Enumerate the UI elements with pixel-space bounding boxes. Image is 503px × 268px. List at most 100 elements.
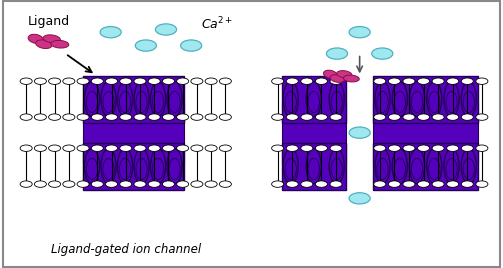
Circle shape xyxy=(417,145,430,151)
Circle shape xyxy=(134,78,146,84)
Circle shape xyxy=(120,181,132,187)
FancyBboxPatch shape xyxy=(83,76,184,123)
Circle shape xyxy=(461,181,473,187)
Circle shape xyxy=(330,78,342,84)
Circle shape xyxy=(148,114,160,120)
Ellipse shape xyxy=(429,91,440,113)
Ellipse shape xyxy=(28,34,43,43)
Circle shape xyxy=(461,78,473,84)
Circle shape xyxy=(162,181,175,187)
Circle shape xyxy=(349,27,370,38)
Ellipse shape xyxy=(429,158,440,180)
Circle shape xyxy=(372,48,393,59)
Circle shape xyxy=(388,181,400,187)
Text: Ligand: Ligand xyxy=(28,15,70,28)
Ellipse shape xyxy=(330,75,345,82)
Circle shape xyxy=(272,145,284,151)
Ellipse shape xyxy=(169,158,180,180)
Ellipse shape xyxy=(394,91,405,113)
Circle shape xyxy=(374,78,386,84)
Circle shape xyxy=(388,114,400,120)
Circle shape xyxy=(34,145,46,151)
Ellipse shape xyxy=(136,91,147,113)
Circle shape xyxy=(148,145,160,151)
Circle shape xyxy=(162,114,175,120)
Circle shape xyxy=(20,145,32,151)
Circle shape xyxy=(148,181,160,187)
Circle shape xyxy=(417,78,430,84)
Ellipse shape xyxy=(87,158,98,180)
Ellipse shape xyxy=(377,158,388,180)
Circle shape xyxy=(476,114,488,120)
Circle shape xyxy=(191,181,203,187)
Ellipse shape xyxy=(103,158,114,180)
Ellipse shape xyxy=(344,75,359,82)
Circle shape xyxy=(77,114,89,120)
Ellipse shape xyxy=(152,158,163,180)
Circle shape xyxy=(34,114,46,120)
Circle shape xyxy=(417,181,430,187)
Ellipse shape xyxy=(169,91,180,113)
Circle shape xyxy=(315,181,327,187)
Circle shape xyxy=(91,145,103,151)
FancyBboxPatch shape xyxy=(282,76,346,123)
Circle shape xyxy=(330,114,342,120)
Circle shape xyxy=(301,114,313,120)
Circle shape xyxy=(286,181,298,187)
Ellipse shape xyxy=(119,91,131,113)
Ellipse shape xyxy=(463,158,474,180)
Circle shape xyxy=(219,114,231,120)
Circle shape xyxy=(388,78,400,84)
FancyBboxPatch shape xyxy=(373,76,478,123)
Ellipse shape xyxy=(103,91,114,113)
Circle shape xyxy=(148,78,160,84)
FancyBboxPatch shape xyxy=(83,143,184,190)
Circle shape xyxy=(326,48,348,59)
Text: Ligand-gated ion channel: Ligand-gated ion channel xyxy=(51,243,201,256)
Circle shape xyxy=(135,40,156,51)
Circle shape xyxy=(177,78,189,84)
Ellipse shape xyxy=(446,158,457,180)
Circle shape xyxy=(447,181,459,187)
Circle shape xyxy=(403,145,415,151)
Circle shape xyxy=(301,181,313,187)
Circle shape xyxy=(120,145,132,151)
Ellipse shape xyxy=(463,91,474,113)
Circle shape xyxy=(476,181,488,187)
Circle shape xyxy=(177,145,189,151)
Circle shape xyxy=(162,78,175,84)
Circle shape xyxy=(403,114,415,120)
Ellipse shape xyxy=(51,40,69,48)
Circle shape xyxy=(205,181,217,187)
Ellipse shape xyxy=(394,158,405,180)
Circle shape xyxy=(134,114,146,120)
Circle shape xyxy=(91,78,103,84)
Circle shape xyxy=(120,114,132,120)
Ellipse shape xyxy=(411,158,423,180)
Circle shape xyxy=(417,114,430,120)
Ellipse shape xyxy=(446,91,457,113)
Circle shape xyxy=(162,145,175,151)
Circle shape xyxy=(20,181,32,187)
FancyBboxPatch shape xyxy=(282,102,346,163)
Circle shape xyxy=(91,114,103,120)
Ellipse shape xyxy=(87,91,98,113)
Circle shape xyxy=(272,181,284,187)
Text: Ca$^{2+}$: Ca$^{2+}$ xyxy=(201,16,233,32)
Circle shape xyxy=(63,145,75,151)
Circle shape xyxy=(476,145,488,151)
Circle shape xyxy=(447,78,459,84)
Ellipse shape xyxy=(308,158,319,180)
Circle shape xyxy=(272,78,284,84)
Circle shape xyxy=(20,78,32,84)
Circle shape xyxy=(205,114,217,120)
Circle shape xyxy=(432,181,444,187)
Circle shape xyxy=(106,181,118,187)
Circle shape xyxy=(49,145,61,151)
Circle shape xyxy=(34,181,46,187)
Circle shape xyxy=(315,114,327,120)
Circle shape xyxy=(177,114,189,120)
Circle shape xyxy=(63,114,75,120)
Circle shape xyxy=(191,145,203,151)
Ellipse shape xyxy=(323,70,337,78)
